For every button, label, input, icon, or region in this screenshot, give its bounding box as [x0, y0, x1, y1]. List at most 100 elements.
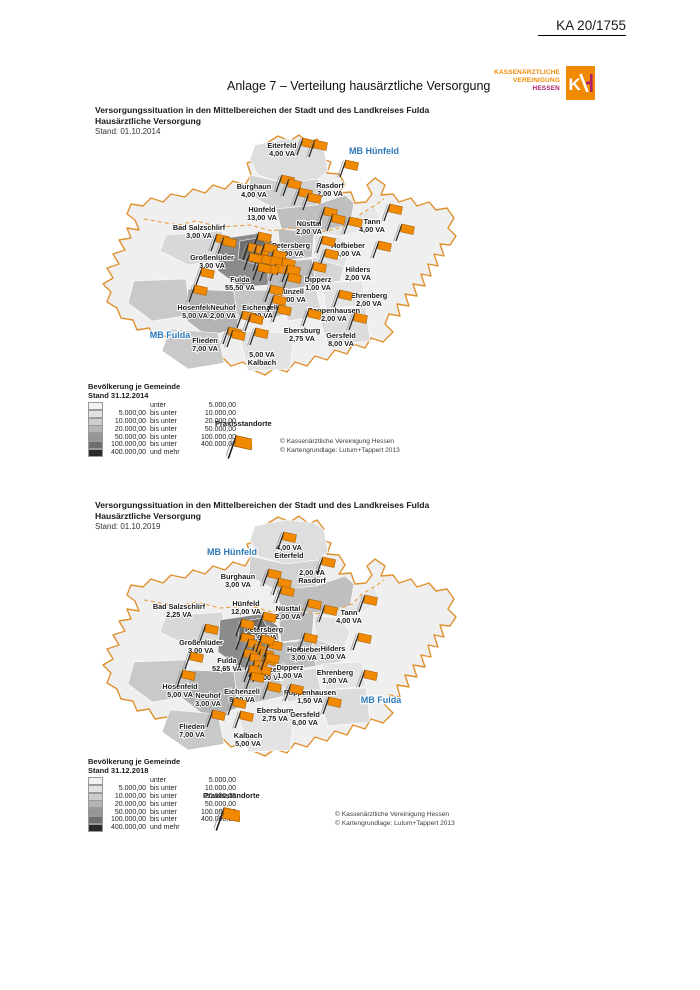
legend-stand-date: Stand 31.12.2014	[88, 391, 149, 400]
legend-operator: bis unter	[150, 816, 177, 824]
legend-to-value: 400.000,00	[200, 441, 236, 449]
flag-pole-shadow	[300, 193, 307, 211]
legend-operator: und mehr	[150, 824, 180, 832]
flag-pole-shadow	[220, 327, 227, 345]
municipality-label-line: Poppenhausen	[308, 306, 360, 315]
flag-pole	[249, 327, 257, 346]
flag-banner	[363, 594, 378, 606]
municipality-label-line: 1,00 VA	[320, 652, 347, 661]
mb-area-label: MB Hünfeld	[349, 146, 399, 156]
municipality-label: Hünfeld 12,00 VA	[231, 599, 262, 616]
legend-class-row: 100.000,00 bis unter 400.000,00	[88, 815, 258, 824]
municipality-label-line: 2,25 VA	[166, 610, 193, 619]
municipality-label: Hosenfeld 5,00 VA	[177, 303, 212, 320]
municipality-label-line: 10,00 VA	[276, 295, 307, 304]
legend-operator: unter	[150, 402, 166, 410]
municipality-area	[237, 711, 295, 753]
municipality-area	[249, 519, 329, 565]
praxis-flag-icon	[242, 313, 264, 332]
municipality-label-line: 3,00 VA	[195, 699, 222, 708]
flag-pole-shadow	[255, 612, 262, 630]
legend-to-value: 10.000,00	[204, 785, 236, 793]
flag-banner	[267, 681, 282, 693]
flag-pole	[215, 807, 226, 831]
copyright-line-2: © Kartengrundlage: Lutum+Tappert 2013	[335, 819, 455, 827]
municipality-label: 2,00 VA Rasdorf	[298, 568, 326, 585]
flag-pole	[343, 216, 351, 235]
flag-banner	[234, 435, 252, 451]
mb-area-label: MB Hünfeld	[207, 547, 257, 557]
flag-pole	[308, 139, 316, 158]
flag-banner	[181, 669, 196, 681]
flag-banner	[353, 312, 368, 324]
mb-boundary-dashed	[143, 198, 385, 234]
municipality-label-line: 2,00 VA	[321, 314, 348, 323]
praxis-flag-icon	[282, 683, 304, 702]
legend-operator: bis unter	[150, 425, 177, 433]
flag-pole-shadow	[250, 263, 257, 281]
kv-hessen-logo-icon: K	[566, 66, 595, 105]
municipality-label-line: Flieden	[192, 336, 218, 345]
legend-to-value: 50.000,00	[204, 800, 236, 808]
legend-from-value: 100.000,00	[110, 441, 146, 449]
flag-banner	[348, 216, 363, 228]
flag-pole	[242, 242, 250, 261]
praxis-flag-icon	[258, 652, 280, 671]
municipality-label: Nüsttal 2,00 VA	[275, 604, 302, 621]
section-header-line2: Hausärztliche Versorgung	[95, 116, 202, 126]
legend-color-swatch	[88, 784, 103, 793]
praxis-flag-icon	[356, 669, 378, 688]
flag-pole	[235, 632, 243, 651]
flag-banner	[254, 327, 269, 339]
municipality-label: Tann 4,00 VA	[336, 608, 363, 625]
logo-line-1: KASSENÄRZTLICHE	[494, 69, 560, 76]
praxis-flag-icon	[233, 618, 255, 637]
flag-pole-shadow	[258, 653, 265, 671]
municipality-label-line: Großenlüder	[179, 638, 223, 647]
mb-area-label: MB Fulda	[150, 330, 191, 340]
legend-class-row: 5.000,00 bis unter 10.000,00	[88, 409, 258, 418]
municipality-label-line: Hofbieber	[287, 645, 321, 654]
praxis-flag-icon	[215, 236, 237, 255]
municipality-label-line: Ebersburg	[257, 706, 294, 715]
flag-pole-shadow	[275, 532, 282, 550]
flag-pole	[199, 623, 207, 642]
flag-pole-shadow	[174, 670, 181, 688]
municipality-label: Neuhof 2,00 VA	[210, 303, 237, 320]
logo-line-3: HESSEN	[532, 85, 560, 92]
municipality-label: 5,00 VA Kalbach	[248, 350, 276, 367]
flag-pole	[316, 235, 324, 254]
flag-pole-shadow	[314, 557, 321, 575]
praxis-flag-icon	[270, 577, 292, 596]
flag-banner	[301, 137, 316, 149]
flag-pole-shadow	[341, 217, 348, 235]
municipality-label-line: Bad Salzschlirf	[153, 602, 206, 611]
municipality-label-line: Neuhof	[210, 303, 236, 312]
flag-pole	[244, 313, 252, 332]
flag-pole-shadow	[234, 311, 241, 329]
legend-title: Bevölkerung je Gemeinde	[88, 382, 181, 391]
municipality-label: Gersfeld 6,00 VA	[290, 710, 320, 727]
legend-class-row: 50.000,00 bis unter 100.000,00	[88, 808, 258, 817]
flag-banner	[307, 598, 322, 610]
flag-pole-shadow	[241, 665, 248, 683]
copyright-line-1: © Kassenärztliche Vereinigung Hessen	[335, 811, 450, 818]
legend-operator: bis unter	[150, 417, 177, 425]
legend-to-value: 20.000,00	[204, 417, 236, 425]
flag-pole-shadow	[208, 234, 215, 252]
praxis-flag-icon	[247, 327, 269, 346]
municipality-label-line: Tann	[364, 217, 381, 226]
legend-class-row: 20.000,00 bis unter 50.000,00	[88, 800, 258, 809]
flag-pole	[272, 577, 280, 596]
municipality-label-line: Hünfeld	[248, 205, 275, 214]
municipality-label-line: Großenlüder	[190, 253, 234, 262]
municipality-label: Ehrenberg 2,00 VA	[351, 291, 388, 308]
flag-banner	[280, 585, 295, 597]
municipality-label: Ehrenberg 1,00 VA	[317, 668, 354, 685]
flag-pole-shadow	[346, 313, 353, 331]
municipality-label-line: 2,75 VA	[262, 714, 289, 723]
legend-to-value: 5.000,00	[208, 402, 236, 410]
municipality-label: Dipperz 1,00 VA	[277, 663, 304, 680]
